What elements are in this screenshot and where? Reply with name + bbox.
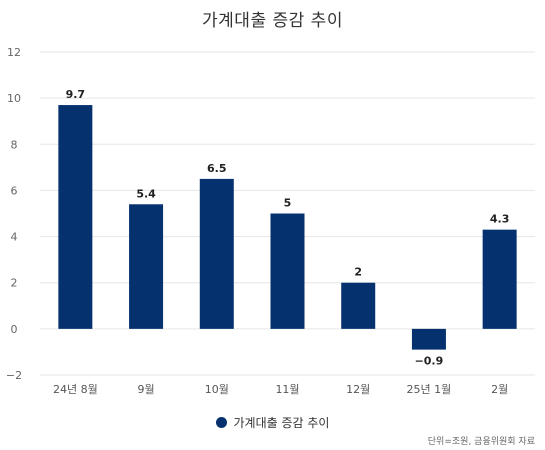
- bar-chart: −2 0 2 4 6 8 10 12 9.7 24년 8월 5.4 9월 6.5 10월 5 11월 2 12월 −…: [6, 46, 535, 396]
- x-tick-label: 12월: [346, 383, 370, 396]
- data-label: 6.5: [207, 162, 227, 175]
- legend: 가계대출 증감 추이: [0, 414, 545, 431]
- x-tick-label: 9월: [138, 383, 155, 396]
- y-tick-label: 6: [11, 184, 18, 197]
- x-tick-label: 2월: [491, 383, 508, 396]
- data-label: 5: [284, 197, 292, 210]
- data-label: 5.4: [136, 187, 156, 200]
- x-tick-label: 10월: [205, 383, 229, 396]
- x-tick-label: 24년 8월: [53, 383, 98, 396]
- bar: [411, 328, 446, 350]
- legend-label: 가계대출 증감 추이: [233, 416, 330, 430]
- bar: [270, 213, 305, 329]
- y-tick-label: 0: [11, 323, 18, 336]
- x-tick-label: 11월: [275, 383, 299, 396]
- bar: [199, 178, 234, 329]
- chart-title: 가계대출 증감 추이: [202, 11, 343, 31]
- data-label: −0.9: [415, 355, 444, 368]
- y-tick-label: 2: [11, 277, 18, 290]
- data-label: 4.3: [490, 213, 510, 226]
- legend-swatch: [215, 417, 227, 428]
- bar: [482, 229, 517, 329]
- bar: [58, 105, 93, 329]
- data-label: 2: [354, 266, 362, 279]
- y-tick-label: 12: [7, 46, 21, 59]
- bar: [129, 204, 164, 329]
- source-note: 단위=조원, 금융위원회 자료: [427, 437, 535, 447]
- y-tick-label: 10: [7, 92, 21, 105]
- y-tick-label: 8: [11, 138, 18, 151]
- y-tick-label: 4: [11, 231, 18, 244]
- x-tick-label: 25년 1월: [407, 383, 452, 396]
- bar: [341, 282, 376, 329]
- data-label: 9.7: [66, 88, 86, 101]
- y-tick-label: −2: [6, 369, 22, 382]
